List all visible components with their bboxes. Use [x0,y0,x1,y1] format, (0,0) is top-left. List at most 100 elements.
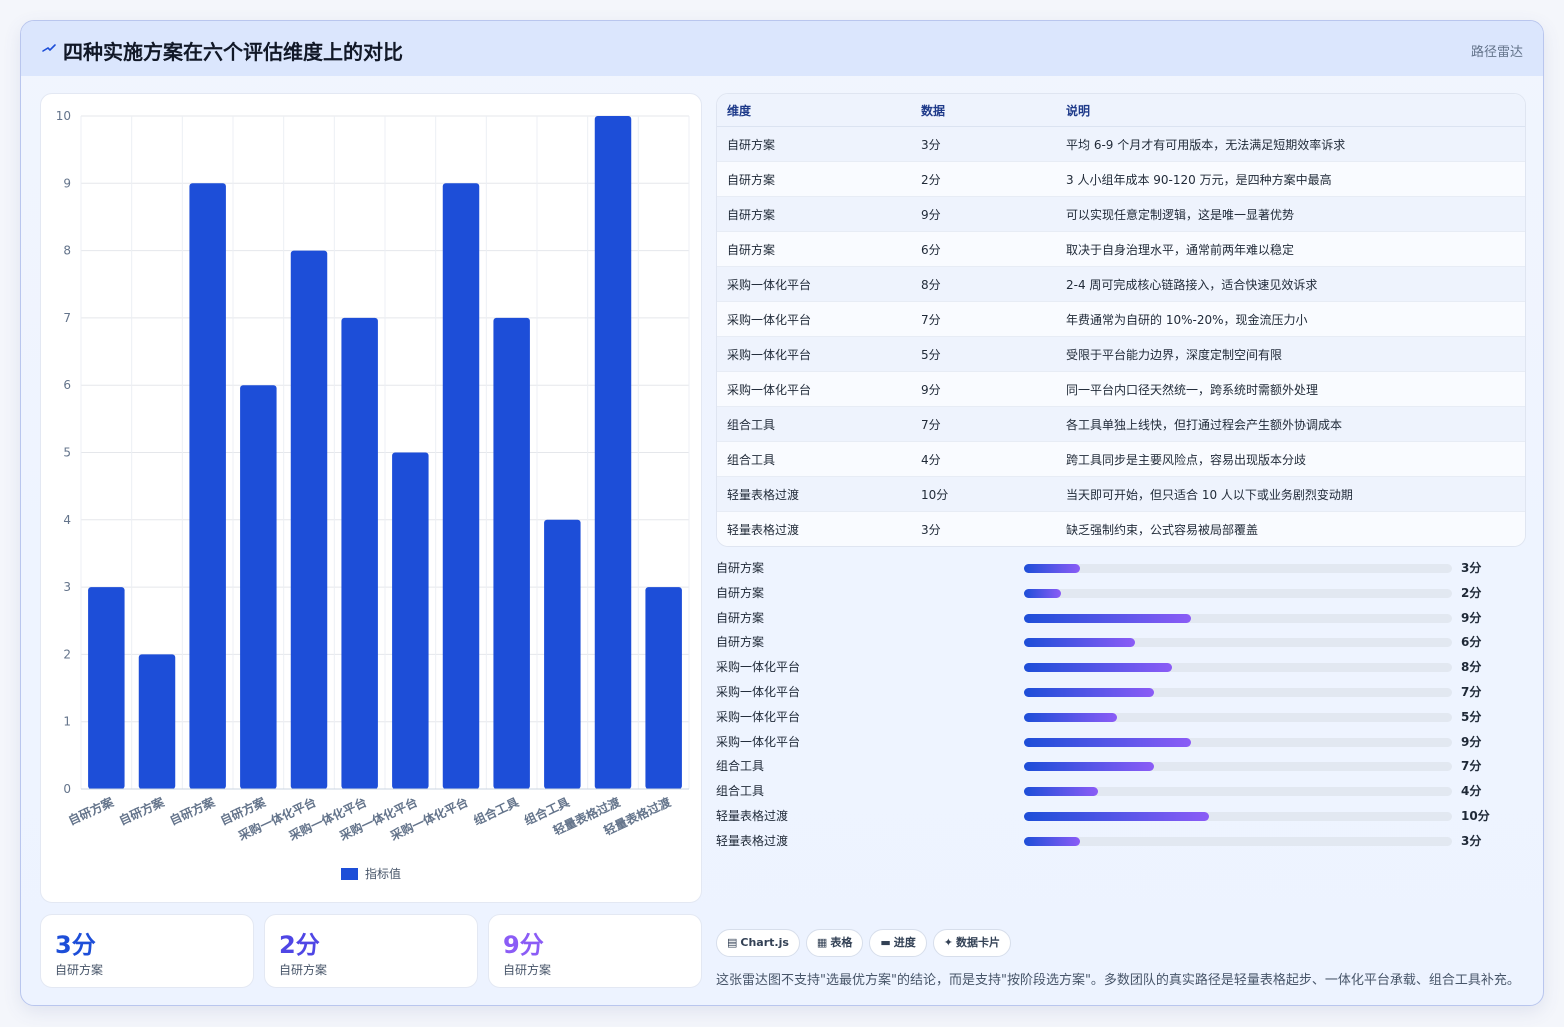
progress-label: 自研方案 [716,585,765,600]
y-tick-label: 6 [63,378,71,392]
bar [341,317,378,789]
cell-dimension: 自研方案 [717,161,911,197]
table-header-row: 维度 数据 说明 [717,94,1525,127]
cell-score: 3分 [911,126,1056,162]
stat-card-2: 2分 自研方案 [264,914,478,988]
cell-description: 跨工具同步是主要风险点，容易出现版本分歧 [1056,441,1525,477]
bar [240,385,277,789]
progress-value: 9分 [1461,610,1482,625]
bar [544,519,581,789]
summary-note: 这张雷达图不支持"选最优方案"的结论，而是支持"按阶段选方案"。多数团队的真实路… [716,973,1520,988]
y-tick-label: 7 [63,311,71,325]
progress-track [1024,687,1452,697]
cell-dimension: 自研方案 [717,126,911,162]
progress-row: 采购一体化平台 9分 [716,729,1524,754]
progress-value: 2分 [1461,585,1482,600]
column-header: 说明 [1056,94,1525,127]
chip--[interactable]: ▦ 表格 [805,929,864,957]
progress-row: 组合工具 7分 [716,753,1524,778]
y-tick-label: 4 [63,513,71,527]
bar [290,250,328,790]
progress-row: 自研方案 6分 [716,629,1524,654]
stat-label: 自研方案 [55,963,104,977]
cell-description: 各工具单独上线快，但打通过程会产生额外协调成本 [1056,406,1525,442]
progress-label: 自研方案 [716,635,765,650]
route-icon [42,44,56,52]
progress-value: 8分 [1461,660,1482,675]
tech-chips: ▤ Chart.js ▦ 表格 ▬ 进度 ✦ 数据卡片 [716,929,1017,957]
bar [442,183,480,790]
progress-fill [1024,638,1136,648]
cell-description: 缺乏强制约束，公式容易被局部覆盖 [1056,511,1525,546]
cell-dimension: 自研方案 [717,231,911,267]
legend-swatch [341,868,358,880]
bar [88,587,125,789]
y-tick-label: 8 [63,244,71,258]
progress-fill [1024,687,1154,697]
progress-fill [1024,613,1191,623]
cell-dimension: 采购一体化平台 [717,371,911,407]
progress-label: 采购一体化平台 [716,734,801,749]
bar [392,452,429,789]
sparkle-icon: ✦ [943,936,953,949]
bar-chart-card: 0 1 2 3 4 5 6 7 8 9 10 自研方案 自研方案 自研方案 自研方案 采购一体化平台 采购一体化… [40,93,702,903]
progress-track [1024,787,1452,797]
y-tick-label: 5 [63,446,71,460]
cell-score: 10分 [911,476,1056,512]
header-tag: 路径雷达 [1470,45,1523,60]
stat-value: 9分 [503,931,544,959]
table-row: 采购一体化平台 5分 受限于平台能力边界，深度定制空间有限 [717,336,1525,372]
progress-row: 轻量表格过渡 10分 [716,803,1524,828]
table-row: 轻量表格过渡 10分 当天即可开始，但只适合 10 人以下或业务剧烈变动期 [717,476,1525,512]
progress-row: 采购一体化平台 8分 [716,654,1524,679]
table-row: 自研方案 2分 3 人小组年成本 90-120 万元，是四种方案中最高 [717,161,1525,197]
cell-score: 4分 [911,441,1056,477]
progress-fill [1024,663,1173,673]
chip--[interactable]: ▬ 进度 [869,929,927,957]
progress-track [1024,811,1452,821]
progress-row: 采购一体化平台 7分 [716,679,1524,704]
progress-fill [1024,762,1154,772]
cell-description: 平均 6-9 个月才有可用版本，无法满足短期效率诉求 [1056,126,1525,162]
table-row: 组合工具 7分 各工具单独上线快，但打通过程会产生额外协调成本 [717,406,1525,442]
progress-fill [1024,787,1099,797]
cell-score: 9分 [911,371,1056,407]
progress-label: 组合工具 [716,784,765,799]
x-tick-label: 自研方案 [116,794,167,828]
stat-card-3: 9分 自研方案 [488,914,702,988]
cell-description: 取决于自身治理水平，通常前两年难以稳定 [1056,231,1525,267]
x-tick-label: 组合工具 [471,794,521,828]
progress-track [1024,638,1452,648]
table-row: 采购一体化平台 9分 同一平台内口径天然统一，跨系统时需额外处理 [717,371,1525,407]
progress-label: 采购一体化平台 [716,660,801,675]
y-tick-label: 0 [63,782,71,796]
progress-label: 采购一体化平台 [716,684,801,699]
progress-fill [1024,588,1062,598]
progress-row: 自研方案 9分 [716,605,1524,630]
cell-score: 5分 [911,336,1056,372]
stat-label: 自研方案 [503,963,552,977]
chip--[interactable]: ✦ 数据卡片 [932,929,1011,957]
stat-label: 自研方案 [279,963,328,977]
y-tick-label: 3 [63,580,71,594]
progress-fill [1024,712,1117,722]
cell-description: 当天即可开始，但只适合 10 人以下或业务剧烈变动期 [1056,476,1525,512]
progress-track [1024,564,1452,573]
cell-score: 2分 [911,161,1056,197]
progress-value: 3分 [1461,833,1482,848]
cell-dimension: 轻量表格过渡 [717,511,911,546]
progress-fill [1024,811,1210,821]
table-row: 采购一体化平台 8分 2-4 周可完成核心链路接入，适合快速见效诉求 [717,266,1525,302]
progress-track [1024,588,1452,598]
progress-value: 7分 [1461,759,1482,774]
cell-description: 3 人小组年成本 90-120 万元，是四种方案中最高 [1056,161,1525,197]
data-table: 维度 数据 说明 自研方案 3分 平均 6-9 个月才有可用版本，无法满足短期效率诉… [717,94,1525,546]
progress-value: 9分 [1461,734,1482,749]
bar [189,183,226,790]
chart-icon: ▤ [727,936,738,949]
progress-value: 5分 [1461,709,1482,724]
chip-chart-js[interactable]: ▤ Chart.js [716,929,800,957]
progress-value: 6分 [1461,635,1482,650]
cell-description: 可以实现任意定制逻辑，这是唯一显著优势 [1056,196,1525,232]
progress-value: 4分 [1461,784,1482,799]
